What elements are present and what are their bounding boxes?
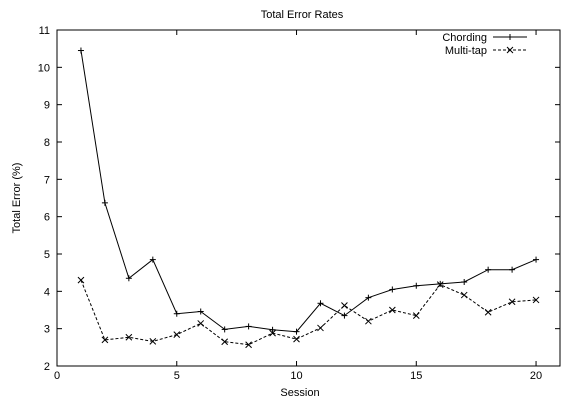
marker-stroke	[173, 331, 181, 338]
data-point	[508, 298, 516, 306]
plot-frame	[56, 29, 561, 367]
data-point	[317, 300, 324, 307]
series-multi-tap	[77, 276, 540, 349]
data-point	[436, 281, 444, 288]
marker-stroke	[77, 276, 85, 284]
data-point	[197, 308, 204, 315]
data-point	[149, 338, 157, 345]
data-point	[532, 296, 540, 304]
data-point	[460, 291, 468, 299]
x-tick-label: 5	[174, 370, 180, 382]
data-point	[437, 280, 444, 287]
y-tick-label: 2	[44, 361, 50, 373]
data-point	[77, 276, 85, 284]
y-axis: 2 3 4 5 6 7 8 9 10 11	[38, 25, 560, 373]
data-point	[125, 333, 133, 341]
y-tick-label: 3	[44, 324, 50, 336]
data-point	[317, 324, 324, 332]
marker-stroke	[532, 296, 540, 304]
data-point	[269, 329, 276, 337]
data-point	[413, 282, 420, 289]
x-tick-label: 20	[530, 370, 542, 382]
x-tick-label: 0	[54, 370, 60, 382]
data-point	[293, 335, 300, 343]
data-point	[245, 341, 252, 349]
y-tick-label: 11	[39, 25, 50, 37]
data-point	[173, 331, 181, 338]
y-tick-label: 9	[44, 100, 50, 112]
data-point	[245, 323, 252, 330]
legend-item-multi-tap: Multi-tap	[445, 45, 527, 57]
data-point	[221, 338, 229, 346]
data-point	[221, 326, 228, 333]
series-line	[80, 279, 537, 346]
series-line	[80, 50, 537, 333]
x-axis-label: Session	[280, 387, 319, 399]
data-point	[269, 326, 276, 333]
x-axis: 0 5 10 15 20	[54, 30, 542, 382]
legend: Chording Multi-tap	[442, 32, 527, 57]
y-tick-label: 10	[38, 62, 50, 74]
marker-stroke	[149, 338, 157, 345]
data-point	[77, 47, 84, 54]
y-tick-label: 6	[44, 212, 50, 224]
data-point	[101, 199, 108, 206]
legend-item-chording: Chording	[442, 32, 527, 44]
series-chording	[77, 47, 540, 335]
marker-stroke	[269, 329, 276, 337]
legend-label: Multi-tap	[445, 45, 487, 57]
data-point	[341, 312, 348, 319]
y-tick-label: 4	[44, 286, 50, 298]
data-point	[149, 256, 156, 263]
chart-title: Total Error Rates	[261, 9, 344, 21]
data-point	[293, 328, 300, 335]
data-point	[484, 308, 492, 316]
marker-stroke	[484, 308, 492, 316]
y-axis-label: Total Error (%)	[11, 163, 23, 234]
legend-sample	[493, 46, 527, 54]
data-point	[509, 266, 516, 273]
data-point	[365, 294, 372, 301]
marker-stroke	[436, 281, 444, 288]
marker-stroke	[317, 324, 324, 332]
marker-stroke	[460, 291, 468, 299]
data-point	[533, 256, 540, 263]
marker-stroke	[101, 336, 109, 344]
data-point	[173, 310, 180, 317]
marker-stroke	[221, 338, 229, 346]
data-point	[197, 320, 205, 327]
marker-stroke	[506, 46, 514, 54]
marker-stroke	[245, 341, 252, 349]
x-tick-label: 10	[290, 370, 302, 382]
data-point	[388, 306, 396, 314]
legend-sample	[493, 34, 527, 40]
legend-marker	[506, 46, 514, 54]
data-point	[461, 279, 468, 285]
marker-stroke	[365, 317, 372, 325]
data-point	[485, 266, 492, 273]
data-point	[341, 302, 348, 309]
y-tick-label: 7	[44, 174, 50, 186]
data-point	[389, 286, 396, 293]
data-point	[412, 312, 420, 319]
legend-marker	[507, 34, 513, 40]
y-tick-label: 8	[44, 137, 50, 149]
x-tick-label: 15	[410, 370, 422, 382]
data-point	[125, 275, 132, 282]
legend-label: Chording	[442, 32, 487, 44]
marker-stroke	[412, 312, 420, 319]
series-layer	[77, 47, 540, 349]
y-tick-label: 5	[44, 249, 50, 261]
data-point	[101, 336, 109, 344]
marker-stroke	[388, 306, 396, 314]
marker-stroke	[125, 333, 133, 341]
marker-stroke	[341, 302, 348, 309]
marker-stroke	[197, 320, 205, 327]
marker-stroke	[293, 335, 300, 343]
data-point	[365, 317, 372, 325]
marker-stroke	[508, 298, 516, 306]
